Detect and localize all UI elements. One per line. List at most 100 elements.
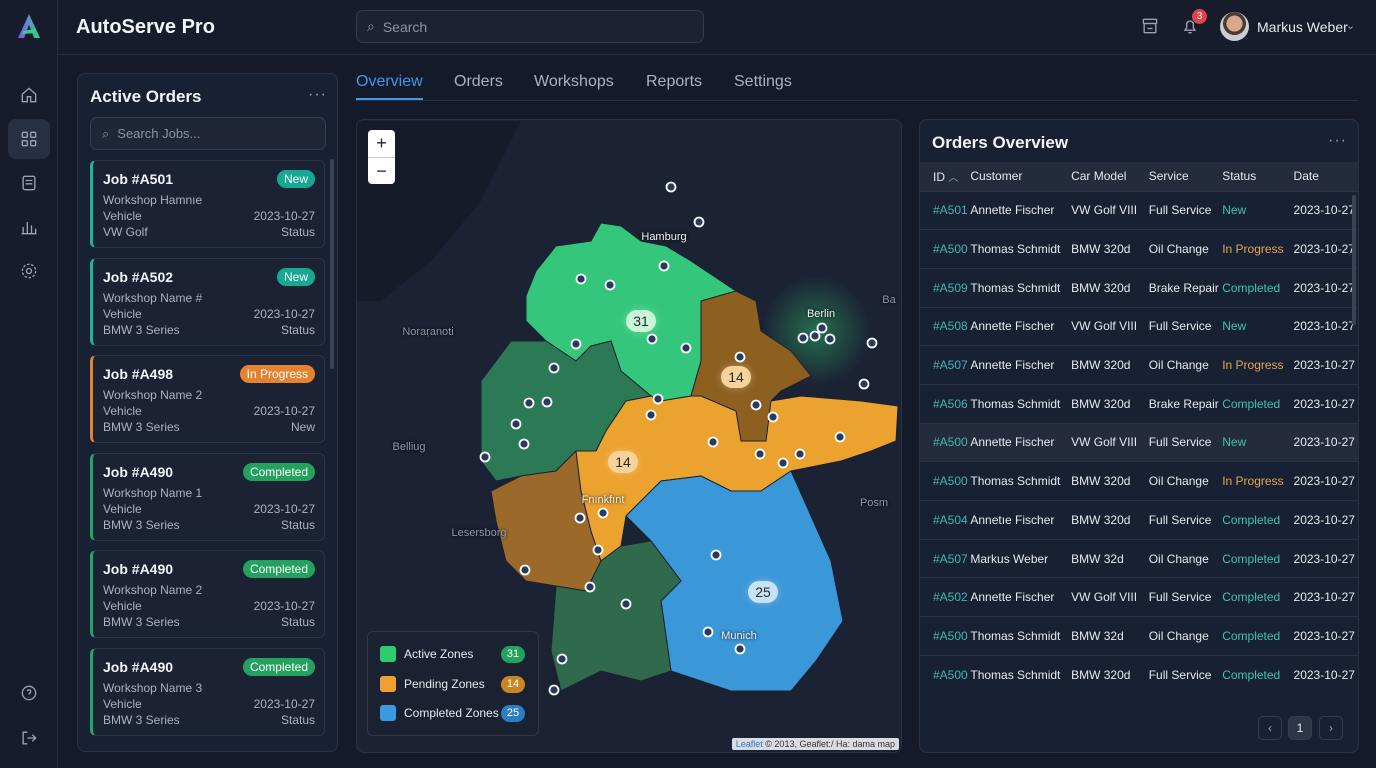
workshop-marker[interactable] (518, 438, 530, 450)
chevron-down-icon[interactable]: ⌄ (1346, 20, 1356, 32)
zoom-out-button[interactable]: − (368, 157, 395, 184)
table-row[interactable]: #A509 Thomas Schmidt BMW 320d Brake Repair C… (920, 267, 1358, 308)
table-row[interactable]: #A500 Thomas Schmidt BMW 32d Oil Change Comp… (920, 616, 1358, 656)
order-id[interactable]: #A504 (920, 500, 971, 540)
table-row[interactable]: #A502 Annette Fischer VW Golf VIII Full Ser… (920, 577, 1358, 617)
sidebar-item-home[interactable] (8, 75, 50, 115)
tab-overview[interactable]: Overview (356, 73, 423, 100)
workshop-marker[interactable] (693, 216, 705, 228)
cluster-marker[interactable]: 25 (748, 581, 778, 603)
order-id[interactable]: #A500 (920, 229, 971, 269)
job-card[interactable]: Job #A490 Completed Workshop Name 3 Vehi… (90, 647, 325, 736)
workshop-marker[interactable] (834, 431, 846, 443)
scrollbar[interactable] (330, 159, 334, 369)
zoom-in-button[interactable]: + (376, 133, 387, 153)
workshop-marker[interactable] (597, 507, 609, 519)
workshop-marker[interactable] (710, 549, 722, 561)
workshop-marker[interactable] (754, 448, 766, 460)
order-id[interactable]: #A509 (920, 267, 971, 308)
workshop-marker[interactable] (750, 399, 762, 411)
workshop-marker[interactable] (777, 457, 789, 469)
workshop-marker[interactable] (548, 684, 560, 696)
job-card[interactable]: Job #A490 Completed Workshop Name 2 Vehi… (90, 550, 325, 638)
workshop-marker[interactable] (574, 512, 586, 524)
scrollbar[interactable] (1352, 195, 1356, 325)
workshop-marker[interactable] (519, 564, 531, 576)
order-id[interactable]: #A507 (920, 538, 971, 578)
order-id[interactable]: #A502 (920, 577, 971, 617)
workshop-marker[interactable] (570, 338, 582, 350)
order-id[interactable]: #A500 (920, 422, 971, 462)
cluster-marker[interactable]: 14 (721, 366, 751, 388)
zones-map[interactable]: Hamburg Berlin Fnınkfınt Munich Noraṛanoti Be… (356, 119, 902, 753)
workshop-marker[interactable] (866, 337, 878, 349)
next-page-button[interactable]: › (1319, 716, 1343, 740)
workshop-marker[interactable] (510, 418, 522, 430)
workshop-marker[interactable] (767, 411, 779, 423)
workshop-marker[interactable] (734, 351, 746, 363)
job-search-input[interactable]: ⌕ Search Jobs... (90, 117, 326, 150)
workshop-marker[interactable] (646, 333, 658, 345)
user-name[interactable]: Markus Weber (1257, 19, 1348, 35)
order-id[interactable]: #A506 (920, 383, 971, 424)
order-id[interactable]: #A501 (920, 190, 971, 230)
sidebar-item-help[interactable] (8, 673, 50, 713)
workshop-marker[interactable] (824, 333, 836, 345)
more-options-icon[interactable]: ··· (308, 86, 327, 103)
workshop-marker[interactable] (592, 544, 604, 556)
more-options-icon[interactable]: ··· (1328, 132, 1347, 149)
workshop-marker[interactable] (584, 581, 596, 593)
job-card[interactable]: Job #A490 Completed Workshop Name 1 Vehi… (90, 452, 325, 541)
cluster-marker[interactable]: 31 (626, 310, 656, 332)
table-row[interactable]: #A507 Markus Weber BMW 32d Oil Change Comple… (920, 538, 1358, 578)
workshop-marker[interactable] (575, 273, 587, 285)
order-id[interactable]: #A507 (920, 345, 971, 385)
table-row[interactable]: #A500 Thomas Schmidt BMW 320d Oil Change In … (920, 461, 1358, 501)
notifications-button[interactable] (1180, 16, 1202, 38)
tab-settings[interactable]: Settings (734, 73, 792, 90)
table-row[interactable]: #A507 Annette Fischer BMW 320d Oil Change In… (920, 345, 1358, 385)
tab-orders[interactable]: Orders (454, 73, 503, 90)
sidebar-item-reports[interactable] (8, 207, 50, 247)
order-id[interactable]: #A508 (920, 306, 971, 346)
column-header[interactable]: ID ︿ (920, 162, 971, 191)
cluster-marker[interactable]: 14 (608, 451, 638, 473)
workshop-marker[interactable] (734, 643, 746, 655)
workshop-marker[interactable] (702, 626, 714, 638)
workshop-marker[interactable] (652, 393, 664, 405)
column-header[interactable]: Service (1148, 162, 1223, 191)
workshop-marker[interactable] (680, 342, 692, 354)
table-row[interactable]: #A501 Annette Fischer VW Golf VIII Full Ser… (920, 190, 1358, 230)
workshop-marker[interactable] (797, 332, 809, 344)
sidebar-item-settings[interactable] (8, 251, 50, 291)
sidebar-item-logout[interactable] (8, 718, 50, 758)
workshop-marker[interactable] (604, 279, 616, 291)
inbox-button[interactable] (1140, 16, 1162, 38)
sidebar-item-orders[interactable] (8, 163, 50, 203)
workshop-marker[interactable] (556, 653, 568, 665)
sort-asc-icon[interactable]: ︿ (948, 172, 959, 184)
job-card[interactable]: Job #A498 In Progress Workshop Name 2 Ve… (90, 355, 325, 443)
workshop-marker[interactable] (858, 378, 870, 390)
workshop-marker[interactable] (620, 598, 632, 610)
table-row[interactable]: #A500 Thomas Schmidt BMW 320d Full Service C… (920, 654, 1358, 694)
job-card[interactable]: Job #A502 New Workshop Name # Vehicle 20… (90, 257, 325, 346)
workshop-marker[interactable] (794, 448, 806, 460)
workshop-marker[interactable] (658, 260, 670, 272)
table-row[interactable]: #A504 Annetıe Fischer BMW 320d Full Service… (920, 500, 1358, 540)
column-header[interactable]: Status (1222, 162, 1294, 191)
table-row[interactable]: #A508 Annette Fischer VW Golf VIII Full Ser… (920, 306, 1358, 346)
prev-page-button[interactable]: ‹ (1258, 716, 1282, 740)
tab-reports[interactable]: Reports (646, 73, 703, 90)
workshop-marker[interactable] (645, 409, 657, 421)
column-header[interactable]: Date (1293, 162, 1358, 191)
workshop-marker[interactable] (809, 330, 821, 342)
tab-workshops[interactable]: Workshops (534, 73, 614, 90)
order-id[interactable]: #A500 (920, 616, 971, 656)
workshop-marker[interactable] (665, 181, 677, 193)
sidebar-item-dashboard[interactable] (8, 119, 50, 159)
column-header[interactable]: Customer (970, 162, 1072, 191)
leaflet-link[interactable]: Leaflet (735, 739, 763, 749)
workshop-marker[interactable] (548, 362, 560, 374)
workshop-marker[interactable] (479, 451, 491, 463)
